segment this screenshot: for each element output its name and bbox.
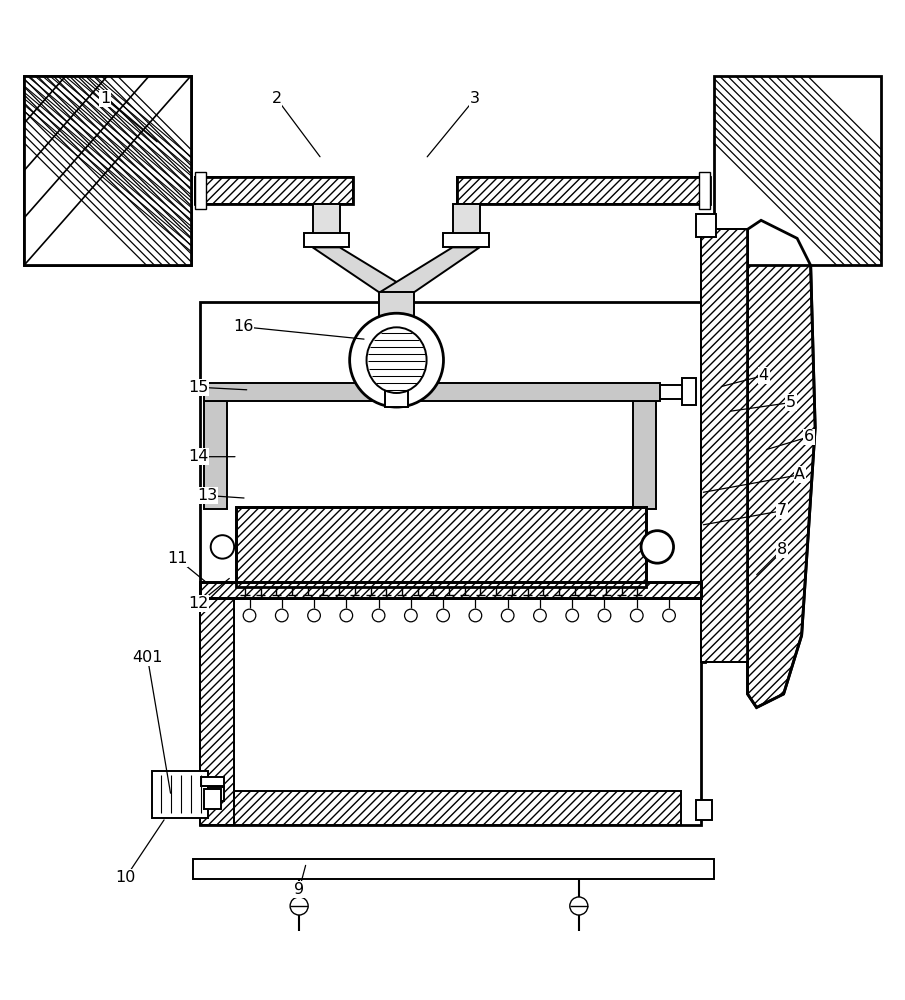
Bar — [700, 229, 748, 662]
Circle shape — [469, 609, 481, 622]
Text: 14: 14 — [188, 449, 208, 464]
Polygon shape — [748, 220, 815, 708]
Bar — [200, 582, 700, 598]
Circle shape — [570, 897, 588, 915]
Bar — [195, 177, 353, 204]
Text: 16: 16 — [233, 319, 253, 334]
Circle shape — [641, 531, 673, 563]
Bar — [304, 233, 348, 247]
Bar — [633, 401, 655, 509]
Text: 2: 2 — [272, 91, 281, 106]
Text: 9: 9 — [294, 882, 304, 897]
Polygon shape — [379, 247, 480, 292]
Circle shape — [534, 609, 547, 622]
Bar — [195, 172, 206, 209]
Bar — [457, 177, 710, 204]
Polygon shape — [312, 247, 414, 292]
Bar — [205, 401, 227, 509]
Circle shape — [372, 609, 385, 622]
Circle shape — [349, 313, 443, 407]
Bar — [696, 214, 716, 237]
Bar — [457, 177, 710, 204]
Circle shape — [340, 609, 353, 622]
Circle shape — [211, 535, 234, 559]
Bar — [681, 378, 696, 405]
Bar — [696, 800, 712, 820]
Text: 11: 11 — [167, 551, 187, 566]
Bar — [200, 598, 234, 825]
Text: 5: 5 — [786, 395, 795, 410]
Bar — [385, 387, 408, 407]
Text: A: A — [795, 467, 805, 482]
Circle shape — [291, 897, 308, 915]
Circle shape — [631, 609, 643, 622]
Text: 1: 1 — [100, 91, 110, 106]
Bar — [200, 598, 234, 825]
Circle shape — [308, 609, 320, 622]
Bar — [200, 582, 700, 598]
Bar — [312, 204, 339, 240]
Bar — [152, 771, 208, 818]
Polygon shape — [24, 76, 191, 265]
Bar — [201, 777, 224, 786]
Text: 6: 6 — [804, 429, 814, 444]
Bar — [443, 233, 489, 247]
Bar — [660, 385, 685, 399]
Bar — [195, 177, 353, 204]
Circle shape — [275, 609, 288, 622]
Circle shape — [405, 609, 417, 622]
Bar — [234, 791, 681, 825]
Bar — [699, 172, 710, 209]
Bar — [236, 507, 646, 587]
Text: 8: 8 — [776, 542, 787, 557]
Text: 15: 15 — [188, 380, 208, 395]
Bar — [236, 507, 646, 587]
Polygon shape — [714, 76, 881, 265]
Bar — [193, 859, 714, 879]
Text: 13: 13 — [197, 488, 217, 503]
Text: 10: 10 — [116, 870, 136, 885]
Bar — [700, 229, 748, 662]
Text: 4: 4 — [758, 368, 769, 383]
Circle shape — [598, 609, 611, 622]
Bar — [205, 383, 660, 401]
Text: 12: 12 — [188, 596, 208, 611]
Bar — [200, 302, 705, 662]
Bar — [200, 598, 700, 825]
Circle shape — [437, 609, 450, 622]
Circle shape — [662, 609, 675, 622]
Circle shape — [243, 609, 256, 622]
Text: 3: 3 — [470, 91, 480, 106]
Bar — [452, 204, 480, 240]
Text: 401: 401 — [132, 650, 163, 665]
Bar — [205, 789, 221, 809]
Bar — [208, 787, 224, 801]
Polygon shape — [24, 76, 191, 265]
Text: 7: 7 — [776, 503, 786, 518]
Ellipse shape — [367, 327, 426, 393]
Circle shape — [501, 609, 514, 622]
Circle shape — [566, 609, 578, 622]
Bar — [379, 292, 414, 374]
